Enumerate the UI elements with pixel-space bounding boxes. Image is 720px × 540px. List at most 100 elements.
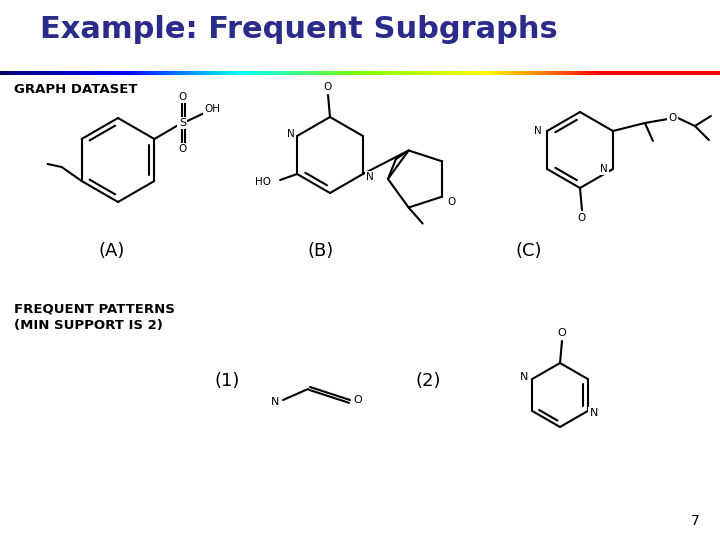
Bar	[619, 71, 624, 75]
Bar	[414, 71, 418, 75]
Bar	[94, 71, 98, 75]
Text: O: O	[578, 213, 586, 223]
Bar	[504, 71, 508, 75]
Bar	[335, 71, 339, 75]
Bar	[281, 71, 285, 75]
Bar	[22, 71, 26, 75]
Bar	[468, 71, 472, 75]
Text: OH: OH	[204, 104, 220, 114]
Bar	[252, 71, 256, 75]
Bar	[338, 71, 343, 75]
Bar	[292, 71, 296, 75]
Bar	[144, 71, 148, 75]
Bar	[446, 71, 451, 75]
Bar	[637, 71, 642, 75]
Bar	[176, 71, 181, 75]
Bar	[230, 71, 235, 75]
Bar	[32, 71, 37, 75]
Bar	[457, 71, 462, 75]
Bar	[464, 71, 469, 75]
Bar	[61, 71, 66, 75]
Bar	[616, 71, 620, 75]
Bar	[486, 71, 490, 75]
Bar	[436, 71, 440, 75]
Bar	[29, 71, 33, 75]
Text: N: N	[534, 126, 542, 136]
Bar	[583, 71, 588, 75]
Bar	[533, 71, 537, 75]
Bar	[572, 71, 577, 75]
Text: N: N	[271, 397, 279, 407]
Bar	[97, 71, 102, 75]
Bar	[601, 71, 606, 75]
Bar	[594, 71, 598, 75]
Bar	[644, 71, 649, 75]
Bar	[698, 71, 703, 75]
Text: O: O	[179, 92, 186, 102]
Bar	[407, 71, 411, 75]
Bar	[529, 71, 534, 75]
Bar	[227, 71, 231, 75]
Bar	[634, 71, 638, 75]
Bar	[630, 71, 634, 75]
Text: O: O	[354, 395, 362, 405]
Bar	[83, 71, 87, 75]
Bar	[695, 71, 699, 75]
Bar	[209, 71, 213, 75]
Text: (1): (1)	[214, 372, 240, 390]
Bar	[493, 71, 498, 75]
Bar	[659, 71, 663, 75]
Bar	[166, 71, 170, 75]
Bar	[432, 71, 436, 75]
Bar	[565, 71, 570, 75]
Bar	[234, 71, 238, 75]
Bar	[443, 71, 447, 75]
Bar	[396, 71, 400, 75]
Bar	[508, 71, 512, 75]
Bar	[126, 71, 130, 75]
Bar	[245, 71, 249, 75]
Bar	[313, 71, 318, 75]
Bar	[90, 71, 94, 75]
Bar	[259, 71, 264, 75]
Text: O: O	[557, 328, 567, 338]
Bar	[421, 71, 426, 75]
Bar	[50, 71, 55, 75]
Bar	[551, 71, 555, 75]
Bar	[4, 71, 8, 75]
Text: (A): (A)	[99, 242, 125, 260]
Text: GRAPH DATASET: GRAPH DATASET	[14, 83, 138, 96]
Bar	[490, 71, 494, 75]
Bar	[133, 71, 138, 75]
Text: N: N	[287, 129, 295, 139]
Bar	[108, 71, 112, 75]
Bar	[187, 71, 192, 75]
Bar	[673, 71, 678, 75]
Bar	[655, 71, 660, 75]
Bar	[274, 71, 278, 75]
Bar	[439, 71, 444, 75]
Bar	[216, 71, 220, 75]
Bar	[72, 71, 76, 75]
Bar	[511, 71, 516, 75]
Bar	[677, 71, 681, 75]
Bar	[317, 71, 321, 75]
Bar	[220, 71, 224, 75]
Bar	[684, 71, 688, 75]
Bar	[608, 71, 613, 75]
Bar	[191, 71, 195, 75]
Text: N: N	[366, 172, 374, 182]
Bar	[68, 71, 73, 75]
Bar	[346, 71, 350, 75]
Bar	[392, 71, 397, 75]
Bar	[540, 71, 544, 75]
Bar	[306, 71, 310, 75]
Bar	[14, 71, 19, 75]
Bar	[40, 71, 44, 75]
Bar	[558, 71, 562, 75]
Bar	[382, 71, 386, 75]
Text: (C): (C)	[516, 242, 542, 260]
Bar	[86, 71, 91, 75]
Bar	[115, 71, 120, 75]
Bar	[212, 71, 217, 75]
